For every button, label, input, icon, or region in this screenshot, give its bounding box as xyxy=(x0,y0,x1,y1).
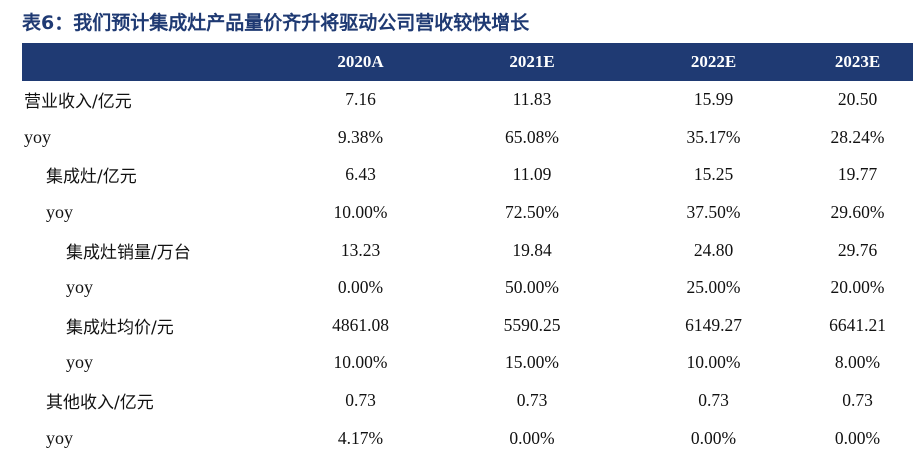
table-row: yoy 9.38% 65.08% 35.17% 28.24% xyxy=(22,119,913,157)
table-title: 表6：我们预计集成灶产品量价齐升将驱动公司营收较快增长 xyxy=(22,12,530,34)
table-cell: 0.00% xyxy=(834,427,881,448)
table-cell: 0.73 xyxy=(698,390,729,411)
row-label: yoy xyxy=(24,126,51,147)
table-row: 集成灶/亿元 6.43 11.09 15.25 19.77 xyxy=(22,156,913,194)
row-label: yoy xyxy=(46,202,73,223)
table-cell: 15.25 xyxy=(693,164,734,185)
table-cell: 72.50% xyxy=(505,202,559,223)
table-cell: 10.00% xyxy=(686,352,741,373)
row-label: yoy xyxy=(46,427,73,448)
table-cell: 19.77 xyxy=(837,164,878,185)
table-row: 集成灶销量/万台 13.23 19.84 24.80 29.76 xyxy=(22,231,913,269)
row-label: yoy xyxy=(66,277,93,298)
column-header-2020a: 2020A xyxy=(337,52,384,71)
table-cell: 13.23 xyxy=(340,239,381,260)
table-cell: 19.84 xyxy=(512,239,552,260)
table-cell: 0.00% xyxy=(509,427,555,448)
table-cell: 10.00% xyxy=(333,352,388,373)
row-label: 营业收入/亿元 xyxy=(24,92,132,113)
table-cell: 20.50 xyxy=(837,89,878,110)
table-row: 集成灶均价/元 4861.08 5590.25 6149.27 6641.21 xyxy=(22,307,913,345)
table-cell: 6149.27 xyxy=(685,314,742,335)
column-header-2023e: 2023E xyxy=(834,52,881,71)
table-cell: 20.00% xyxy=(830,277,885,298)
table-row: yoy 10.00% 72.50% 37.50% 29.60% xyxy=(22,194,913,232)
row-label: 集成灶销量/万台 xyxy=(66,242,191,263)
table-cell: 24.80 xyxy=(693,239,734,260)
row-label: 其他收入/亿元 xyxy=(46,393,154,414)
table-cell: 65.08% xyxy=(505,126,559,147)
table-cell: 8.00% xyxy=(834,352,881,373)
table-cell: 0.73 xyxy=(842,390,873,411)
table-cell: 28.24% xyxy=(830,126,885,147)
table-cell: 29.76 xyxy=(837,239,878,260)
table-cell: 15.00% xyxy=(505,352,559,373)
table-cell: 0.73 xyxy=(345,390,376,411)
column-header-2022e: 2022E xyxy=(690,52,737,71)
table-cell: 0.00% xyxy=(337,277,384,298)
table-cell: 10.00% xyxy=(333,202,388,223)
table-cell: 4861.08 xyxy=(332,314,389,335)
table-cell: 0.73 xyxy=(516,390,548,411)
forecast-table: 2020A 2021E 2022E 2023E 营业收入/亿元 7.16 11.83… xyxy=(22,43,913,457)
table-row: yoy 4.17% 0.00% 0.00% 0.00% xyxy=(22,419,913,457)
table-body: 营业收入/亿元 7.16 11.83 15.99 20.50 yoy 9.38% 65.08%… xyxy=(22,81,913,457)
row-label: 集成灶均价/元 xyxy=(66,317,174,338)
table-cell: 37.50% xyxy=(686,202,741,223)
table-row: 营业收入/亿元 7.16 11.83 15.99 20.50 xyxy=(22,81,913,119)
table-cell: 6.43 xyxy=(345,164,376,185)
column-header-2021e: 2021E xyxy=(509,52,555,71)
table-header-row: 2020A 2021E 2022E 2023E xyxy=(22,43,913,81)
table-cell: 7.16 xyxy=(345,89,376,110)
table-row: yoy 0.00% 50.00% 25.00% 20.00% xyxy=(22,269,913,307)
table-cell: 11.09 xyxy=(512,164,552,185)
table-cell: 4.17% xyxy=(337,427,384,448)
table-cell: 35.17% xyxy=(686,126,741,147)
table-row: 其他收入/亿元 0.73 0.73 0.73 0.73 xyxy=(22,382,913,420)
table-cell: 9.38% xyxy=(337,126,384,147)
table-cell: 5590.25 xyxy=(503,314,561,335)
table-cell: 25.00% xyxy=(686,277,741,298)
table-cell: 6641.21 xyxy=(829,314,886,335)
table-cell: 50.00% xyxy=(505,277,559,298)
table-cell: 11.83 xyxy=(512,89,552,110)
row-label: yoy xyxy=(66,352,93,373)
table-cell: 15.99 xyxy=(693,89,734,110)
row-label: 集成灶/亿元 xyxy=(46,167,137,188)
table-cell: 29.60% xyxy=(830,202,885,223)
table-row: yoy 10.00% 15.00% 10.00% 8.00% xyxy=(22,344,913,382)
table-cell: 0.00% xyxy=(690,427,737,448)
